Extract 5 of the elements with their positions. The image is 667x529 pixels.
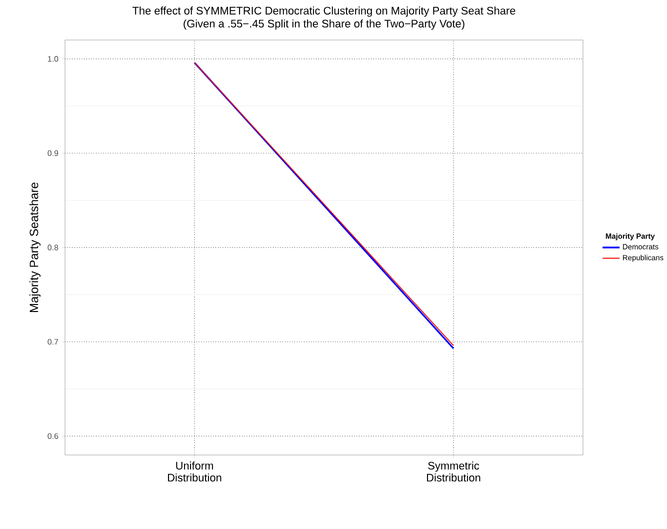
chart-subtitle: (Given a .55−.45 Split in the Share of the Two−Party Vote) [184, 19, 464, 30]
y-axis-title: Majority Party Seatshare [29, 182, 41, 312]
x-tick-label: Uniform Distribution [168, 462, 222, 482]
chart-title: The effect of SYMMETRIC Democratic Clustering on Majority Party Seat Share [132, 6, 516, 17]
x-tick-label: Symmetric Distribution [427, 462, 480, 482]
